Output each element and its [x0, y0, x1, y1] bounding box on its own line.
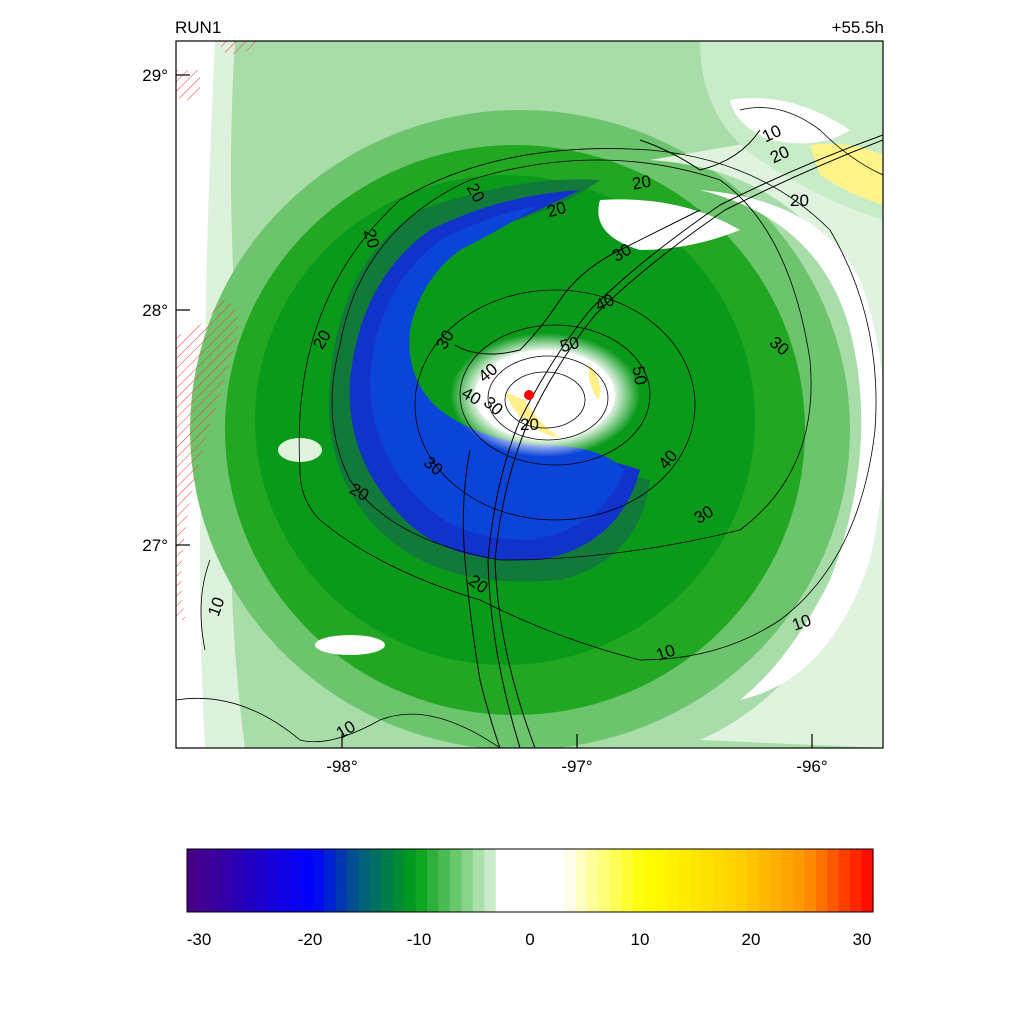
colorbar-cell	[415, 849, 428, 912]
colorbar-cell	[404, 849, 417, 912]
colorbar-cell	[507, 849, 520, 912]
colorbar-cell	[621, 849, 634, 912]
colorbar-cell	[781, 849, 794, 912]
colorbar-cell	[301, 849, 314, 912]
colorbar-cell	[427, 849, 440, 912]
coastline	[454, 129, 883, 748]
colorbar-cell	[552, 849, 565, 912]
colorbar-cell	[484, 849, 497, 912]
colorbar-cell	[187, 849, 200, 912]
colorbar-cell	[655, 849, 668, 912]
colorbar-cell	[541, 849, 554, 912]
colorbar-cell	[827, 849, 840, 912]
colorbar-cell	[530, 849, 543, 912]
colorbar-cell	[861, 849, 874, 912]
lat-tick-marks	[176, 74, 813, 748]
colorbar-cell	[255, 849, 268, 912]
colorbar-cell	[278, 849, 291, 912]
map-panel: 29° 28° 27° -98° -97° -96° 10 20 20 20 2…	[142, 40, 884, 776]
colorbar-tick-label: -20	[298, 930, 323, 949]
colorbar-cell	[644, 849, 657, 912]
colorbar-cell	[267, 849, 280, 912]
contour-label: 50	[558, 333, 581, 356]
colorbar-cell	[347, 849, 360, 912]
lon-tick-label: -98°	[326, 757, 357, 776]
colorbar: -30 -20 -10 0 10 20 30	[186, 848, 874, 949]
colorbar-cell	[518, 849, 531, 912]
contour-label: 20	[360, 227, 383, 250]
colorbar-frame	[186, 848, 874, 913]
colorbar-tick-label: 30	[853, 930, 872, 949]
colorbar-cell	[667, 849, 680, 912]
colorbar-cell	[690, 849, 703, 912]
lon-tick-label: -97°	[561, 757, 592, 776]
colorbar-cell	[735, 849, 748, 912]
colorbar-cell	[438, 849, 451, 912]
shaded-field	[176, 41, 883, 748]
forecast-time-label: +55.5h	[831, 18, 884, 37]
colorbar-cell	[461, 849, 474, 912]
colorbar-cell	[244, 849, 257, 912]
colorbar-cell	[610, 849, 623, 912]
lat-tick-label: 28°	[142, 301, 168, 320]
colorbar-cell	[804, 849, 817, 912]
colorbar-cell	[449, 849, 462, 912]
colorbar-cell	[358, 849, 371, 912]
lon-tick-labels: -98° -97° -96°	[326, 757, 827, 776]
lat-tick-label: 29°	[142, 66, 168, 85]
colorbar-cell	[369, 849, 382, 912]
colorbar-tick-label: -10	[407, 930, 432, 949]
colorbar-cell	[392, 849, 405, 912]
contour-label: 20	[545, 198, 568, 221]
storm-center-marker	[524, 390, 534, 400]
colorbar-cell	[335, 849, 348, 912]
colorbar-cell	[575, 849, 588, 912]
colorbar-cell	[632, 849, 645, 912]
colorbar-cell	[381, 849, 394, 912]
colorbar-cells	[187, 849, 874, 912]
colorbar-cell	[587, 849, 600, 912]
lat-tick-labels: 29° 28° 27°	[142, 66, 168, 555]
colorbar-tick-labels: -30 -20 -10 0 10 20 30	[187, 930, 872, 949]
colorbar-cell	[792, 849, 805, 912]
colorbar-cell	[770, 849, 783, 912]
lon-tick-label: -96°	[796, 757, 827, 776]
colorbar-cell	[838, 849, 851, 912]
run-label: RUN1	[175, 18, 222, 37]
colorbar-cell	[815, 849, 828, 912]
map-frame	[175, 40, 884, 749]
lat-tick-label: 27°	[142, 536, 168, 555]
contour-lines	[176, 107, 883, 748]
contour-label: 20	[520, 415, 539, 434]
colorbar-cell	[712, 849, 725, 912]
colorbar-cell	[850, 849, 863, 912]
contour-label: 20	[790, 191, 809, 210]
colorbar-tick-label: 20	[742, 930, 761, 949]
colorbar-tick-label: 0	[525, 930, 534, 949]
contour-label: 20	[631, 172, 653, 194]
colorbar-cell	[312, 849, 325, 912]
colorbar-cell	[232, 849, 245, 912]
colorbar-cell	[221, 849, 234, 912]
colorbar-cell	[758, 849, 771, 912]
colorbar-cell	[701, 849, 714, 912]
colorbar-cell	[598, 849, 611, 912]
colorbar-cell	[324, 849, 337, 912]
colorbar-tick-label: 10	[631, 930, 650, 949]
colorbar-cell	[747, 849, 760, 912]
colorbar-cell	[472, 849, 485, 912]
colorbar-cell	[289, 849, 302, 912]
contour-label: 50	[628, 365, 650, 387]
colorbar-cell	[495, 849, 508, 912]
colorbar-cell	[564, 849, 577, 912]
colorbar-cell	[724, 849, 737, 912]
colorbar-tick-label: -30	[187, 930, 212, 949]
colorbar-cell	[209, 849, 222, 912]
colorbar-cell	[198, 849, 211, 912]
colorbar-cell	[678, 849, 691, 912]
